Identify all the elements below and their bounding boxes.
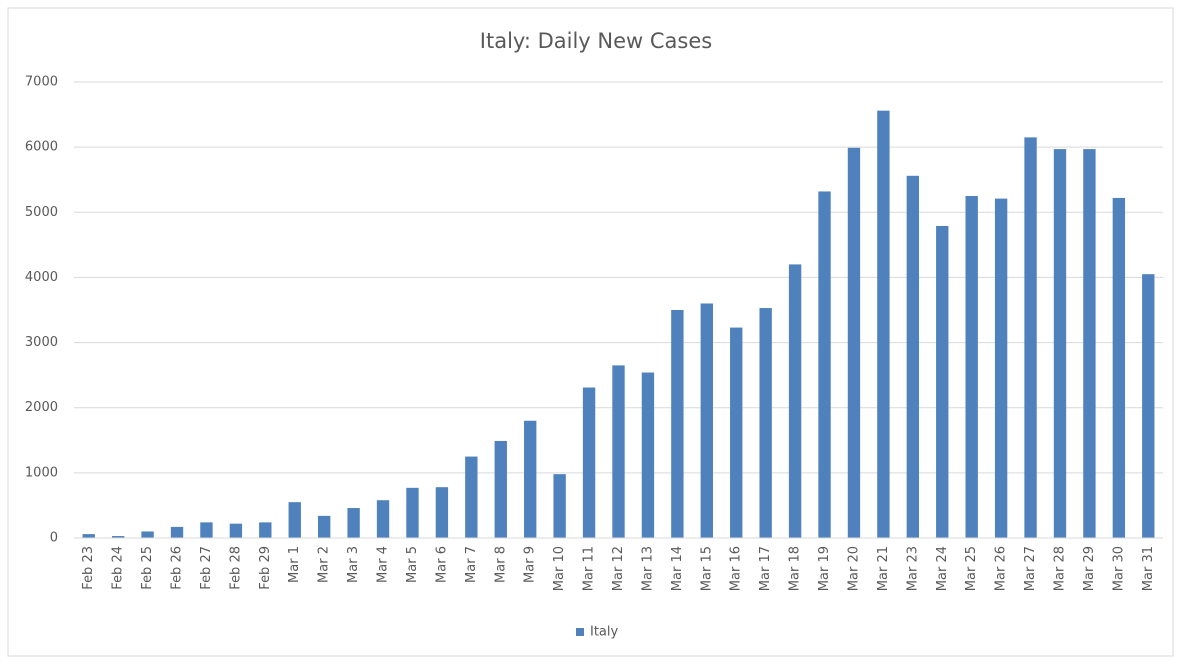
x-tick-label: Mar 12 [611,546,626,591]
bar [170,526,184,538]
bar [465,456,478,538]
x-tick-label: Mar 16 [729,546,744,591]
x-tick-label: Mar 24 [935,546,950,591]
bar [788,264,802,538]
x-tick-label: Feb 25 [140,546,155,590]
bar [994,198,1008,538]
chart-title: Italy: Daily New Cases [480,29,712,53]
bar [200,522,213,538]
y-tick-label: 5000 [25,205,58,220]
x-tick-label: Mar 10 [552,546,567,591]
bar [1142,274,1155,538]
bar [259,522,272,538]
bar [435,487,449,538]
x-tick-label: Mar 20 [846,546,861,591]
x-tick-label: Mar 29 [1082,546,1097,591]
y-tick-label: 4000 [25,270,58,285]
bar [936,225,949,539]
x-tick-label: Mar 2 [317,546,332,583]
x-tick-label: Feb 24 [111,546,126,590]
x-tick-label: Mar 5 [405,546,420,583]
bar [524,420,537,538]
x-tick-label: Mar 28 [1052,546,1067,591]
bar [671,310,684,538]
legend-swatch [576,628,584,636]
x-tick-label: Mar 1 [287,546,302,583]
bar [1024,137,1037,538]
x-tick-label: Mar 18 [788,546,803,591]
bar [612,365,625,538]
x-tick-label: Mar 21 [876,546,891,591]
bar [141,531,154,538]
x-tick-label: Mar 19 [817,546,832,591]
bar [641,372,655,538]
x-tick-label: Feb 23 [81,546,96,590]
x-tick-label: Mar 15 [699,546,714,591]
x-tick-label: Mar 9 [523,546,538,583]
bar [494,440,507,538]
x-tick-label: Mar 14 [670,546,685,591]
y-tick-label: 7000 [25,75,58,90]
y-tick-label: 1000 [25,465,58,480]
bar [818,191,831,538]
x-tick-label: Feb 29 [258,546,273,590]
bar [759,308,772,538]
bar [229,523,243,538]
bar [847,147,861,538]
x-tick-label: Mar 8 [493,546,508,583]
bar [376,500,390,538]
x-tick-label: Mar 4 [376,546,391,583]
bar [553,474,566,538]
bar [965,196,978,538]
bar [406,487,419,538]
x-tick-label: Feb 28 [228,546,243,590]
bar [1083,149,1096,538]
bar [82,534,95,538]
bar [111,536,125,538]
x-tick-label: Mar 13 [640,546,655,591]
y-tick-label: 3000 [25,335,58,350]
y-tick-label: 6000 [25,140,58,155]
bar [877,110,890,539]
bar [1112,197,1126,538]
x-tick-label: Mar 26 [994,546,1009,591]
y-tick-label: 2000 [25,400,58,415]
x-tick-label: Mar 27 [1023,546,1038,591]
x-tick-label: Mar 30 [1111,546,1126,591]
bar [700,303,713,538]
bar [317,515,331,538]
x-tick-label: Mar 11 [582,546,597,591]
x-tick-label: Mar 25 [964,546,979,591]
bar [906,175,920,538]
bar [730,327,743,538]
x-tick-label: Feb 26 [170,546,185,590]
chart-frame [7,7,1174,657]
y-tick-label: 0 [50,531,58,546]
x-tick-label: Mar 17 [758,546,773,591]
x-tick-label: Mar 3 [346,546,361,583]
bar [582,387,596,538]
x-tick-label: Mar 7 [464,546,479,583]
x-tick-label: Mar 6 [434,546,449,583]
bar [347,508,360,538]
bar [288,502,301,538]
x-tick-label: Mar 23 [905,546,920,591]
bar [1053,149,1067,538]
x-tick-label: Feb 27 [199,546,214,590]
legend-label: Italy [590,625,619,640]
x-tick-label: Mar 31 [1141,546,1156,591]
